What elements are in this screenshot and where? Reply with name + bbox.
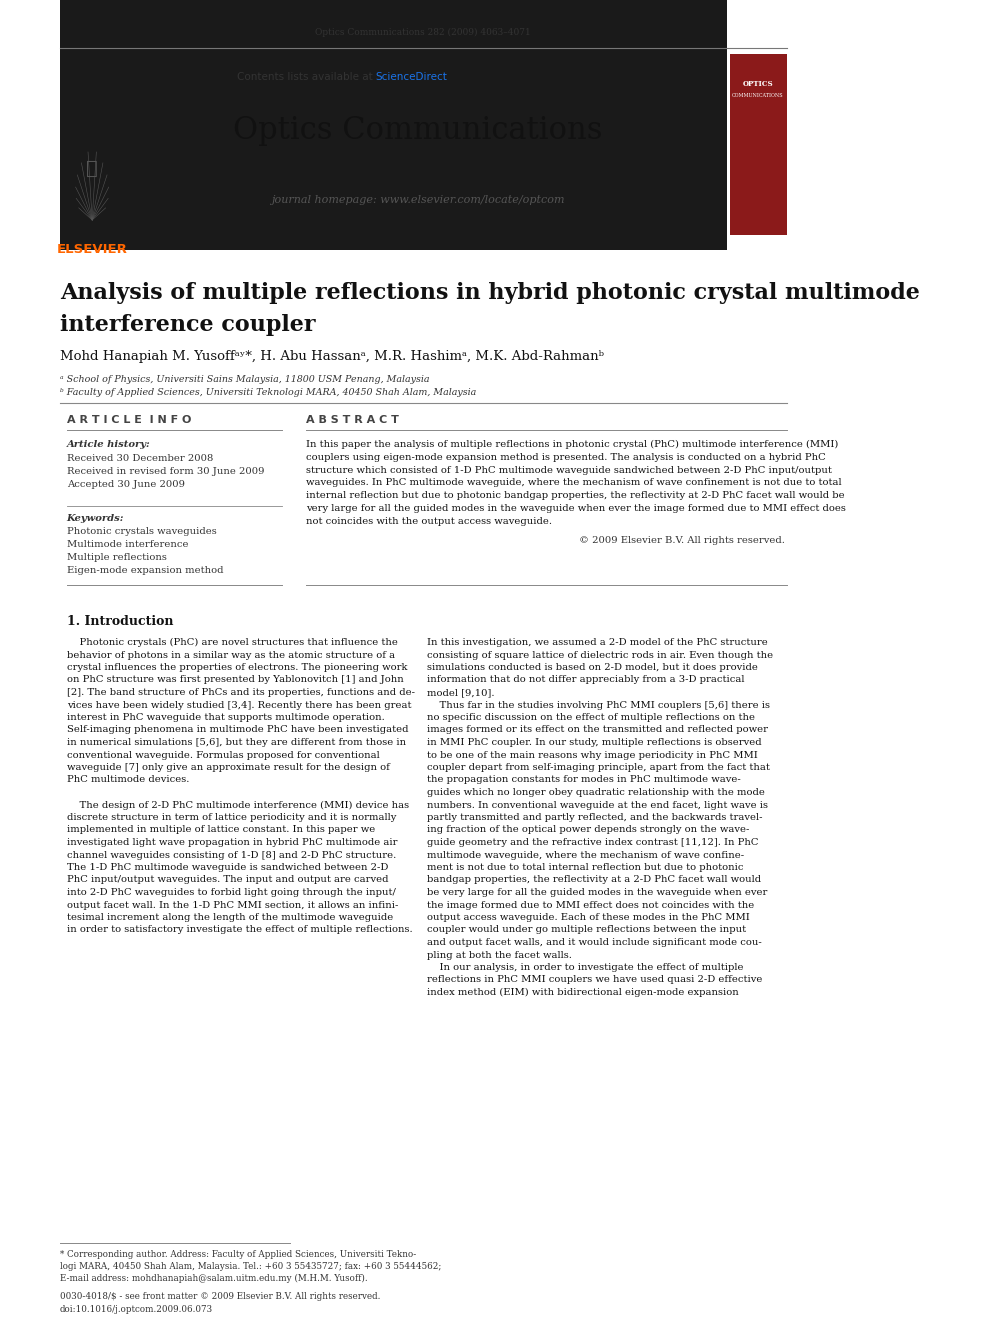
Text: Photonic crystals waveguides: Photonic crystals waveguides xyxy=(66,527,216,536)
Text: The design of 2-D PhC multimode interference (MMI) device has: The design of 2-D PhC multimode interfer… xyxy=(66,800,409,810)
Text: logi MARA, 40450 Shah Alam, Malaysia. Tel.: +60 3 55435727; fax: +60 3 55444562;: logi MARA, 40450 Shah Alam, Malaysia. Te… xyxy=(60,1262,441,1271)
Text: in MMI PhC coupler. In our study, multiple reflections is observed: in MMI PhC coupler. In our study, multip… xyxy=(427,738,762,747)
Text: In our analysis, in order to investigate the effect of multiple: In our analysis, in order to investigate… xyxy=(427,963,743,972)
Text: bandgap properties, the reflectivity at a 2-D PhC facet wall would: bandgap properties, the reflectivity at … xyxy=(427,876,761,885)
Text: in numerical simulations [5,6], but they are different from those in: in numerical simulations [5,6], but they… xyxy=(66,738,406,747)
Text: images formed or its effect on the transmitted and reflected power: images formed or its effect on the trans… xyxy=(427,725,768,734)
Text: crystal influences the properties of electrons. The pioneering work: crystal influences the properties of ele… xyxy=(66,663,407,672)
Text: Optics Communications: Optics Communications xyxy=(233,115,603,146)
Text: internal reflection but due to photonic bandgap properties, the reflectivity at : internal reflection but due to photonic … xyxy=(306,491,844,500)
Text: Photonic crystals (PhC) are novel structures that influence the: Photonic crystals (PhC) are novel struct… xyxy=(66,638,398,647)
Text: Contents lists available at: Contents lists available at xyxy=(236,71,376,82)
Text: ᵃ School of Physics, Universiti Sains Malaysia, 11800 USM Penang, Malaysia: ᵃ School of Physics, Universiti Sains Ma… xyxy=(60,374,430,384)
Text: ing fraction of the optical power depends strongly on the wave-: ing fraction of the optical power depend… xyxy=(427,826,749,835)
Text: consisting of square lattice of dielectric rods in air. Even though the: consisting of square lattice of dielectr… xyxy=(427,651,773,659)
Text: © 2009 Elsevier B.V. All rights reserved.: © 2009 Elsevier B.V. All rights reserved… xyxy=(579,536,786,545)
Text: coupler depart from self-imaging principle, apart from the fact that: coupler depart from self-imaging princip… xyxy=(427,763,770,773)
Text: A B S T R A C T: A B S T R A C T xyxy=(306,415,399,425)
Text: be very large for all the guided modes in the waveguide when ever: be very large for all the guided modes i… xyxy=(427,888,767,897)
Text: simulations conducted is based on 2-D model, but it does provide: simulations conducted is based on 2-D mo… xyxy=(427,663,758,672)
Text: no specific discussion on the effect of multiple reflections on the: no specific discussion on the effect of … xyxy=(427,713,755,722)
Text: PhC input/output waveguides. The input and output are carved: PhC input/output waveguides. The input a… xyxy=(66,876,388,885)
Text: Accepted 30 June 2009: Accepted 30 June 2009 xyxy=(66,480,185,490)
Text: 🌿: 🌿 xyxy=(86,159,98,177)
Text: reflections in PhC MMI couplers we have used quasi 2-D effective: reflections in PhC MMI couplers we have … xyxy=(427,975,762,984)
Text: the image formed due to MMI effect does not coincides with the: the image formed due to MMI effect does … xyxy=(427,901,754,909)
Text: guides which no longer obey quadratic relationship with the mode: guides which no longer obey quadratic re… xyxy=(427,789,765,796)
Text: Received in revised form 30 June 2009: Received in revised form 30 June 2009 xyxy=(66,467,264,476)
Text: to be one of the main reasons why image periodicity in PhC MMI: to be one of the main reasons why image … xyxy=(427,750,758,759)
Text: not coincides with the output access waveguide.: not coincides with the output access wav… xyxy=(306,517,552,525)
Text: Analysis of multiple reflections in hybrid photonic crystal multimode: Analysis of multiple reflections in hybr… xyxy=(60,282,920,304)
Text: into 2-D PhC waveguides to forbid light going through the input/: into 2-D PhC waveguides to forbid light … xyxy=(66,888,396,897)
Text: coupler would under go multiple reflections between the input: coupler would under go multiple reflecti… xyxy=(427,926,746,934)
Text: The 1-D PhC multimode waveguide is sandwiched between 2-D: The 1-D PhC multimode waveguide is sandw… xyxy=(66,863,388,872)
Text: journal homepage: www.elsevier.com/locate/optcom: journal homepage: www.elsevier.com/locat… xyxy=(272,194,565,205)
Text: Keywords:: Keywords: xyxy=(66,515,124,523)
FancyBboxPatch shape xyxy=(730,54,787,235)
Text: structure which consisted of 1-D PhC multimode waveguide sandwiched between 2-D : structure which consisted of 1-D PhC mul… xyxy=(306,466,831,475)
Text: Received 30 December 2008: Received 30 December 2008 xyxy=(66,454,213,463)
FancyBboxPatch shape xyxy=(60,50,727,235)
Text: vices have been widely studied [3,4]. Recently there has been great: vices have been widely studied [3,4]. Re… xyxy=(66,700,411,709)
Text: index method (EIM) with bidirectional eigen-mode expansion: index method (EIM) with bidirectional ei… xyxy=(427,988,738,998)
Text: A R T I C L E  I N F O: A R T I C L E I N F O xyxy=(66,415,190,425)
Text: ScienceDirect: ScienceDirect xyxy=(376,71,447,82)
Text: in order to satisfactory investigate the effect of multiple reflections.: in order to satisfactory investigate the… xyxy=(66,926,413,934)
Text: [2]. The band structure of PhCs and its properties, functions and de-: [2]. The band structure of PhCs and its … xyxy=(66,688,415,697)
Text: Multimode interference: Multimode interference xyxy=(66,540,188,549)
Text: interest in PhC waveguide that supports multimode operation.: interest in PhC waveguide that supports … xyxy=(66,713,384,722)
Text: In this investigation, we assumed a 2-D model of the PhC structure: In this investigation, we assumed a 2-D … xyxy=(427,638,768,647)
Text: output facet wall. In the 1-D PhC MMI section, it allows an infini-: output facet wall. In the 1-D PhC MMI se… xyxy=(66,901,398,909)
Text: model [9,10].: model [9,10]. xyxy=(427,688,494,697)
Text: Optics Communications 282 (2009) 4063–4071: Optics Communications 282 (2009) 4063–40… xyxy=(315,28,531,37)
Text: PhC multimode devices.: PhC multimode devices. xyxy=(66,775,188,785)
Text: conventional waveguide. Formulas proposed for conventional: conventional waveguide. Formulas propose… xyxy=(66,750,379,759)
Text: numbers. In conventional waveguide at the end facet, light wave is: numbers. In conventional waveguide at th… xyxy=(427,800,768,810)
Text: information that do not differ appreciably from a 3-D practical: information that do not differ appreciab… xyxy=(427,676,744,684)
Text: couplers using eigen-mode expansion method is presented. The analysis is conduct: couplers using eigen-mode expansion meth… xyxy=(306,452,825,462)
Text: doi:10.1016/j.optcom.2009.06.073: doi:10.1016/j.optcom.2009.06.073 xyxy=(60,1304,213,1314)
Text: 1. Introduction: 1. Introduction xyxy=(66,615,173,628)
Text: In this paper the analysis of multiple reflections in photonic crystal (PhC) mul: In this paper the analysis of multiple r… xyxy=(306,441,838,448)
Text: waveguide [7] only give an approximate result for the design of: waveguide [7] only give an approximate r… xyxy=(66,763,390,773)
Text: investigated light wave propagation in hybrid PhC multimode air: investigated light wave propagation in h… xyxy=(66,837,397,847)
Text: 0030-4018/$ - see front matter © 2009 Elsevier B.V. All rights reserved.: 0030-4018/$ - see front matter © 2009 El… xyxy=(60,1293,380,1301)
FancyBboxPatch shape xyxy=(61,54,124,235)
Text: pling at both the facet walls.: pling at both the facet walls. xyxy=(427,950,571,959)
Text: ELSEVIER: ELSEVIER xyxy=(57,243,128,255)
Text: partly transmitted and partly reflected, and the backwards travel-: partly transmitted and partly reflected,… xyxy=(427,814,762,822)
Text: Eigen-mode expansion method: Eigen-mode expansion method xyxy=(66,566,223,576)
Text: discrete structure in term of lattice periodicity and it is normally: discrete structure in term of lattice pe… xyxy=(66,814,396,822)
Text: guide geometry and the refractive index contrast [11,12]. In PhC: guide geometry and the refractive index … xyxy=(427,837,758,847)
Text: interference coupler: interference coupler xyxy=(60,314,315,336)
Text: COMMUNICATIONS: COMMUNICATIONS xyxy=(732,93,784,98)
FancyBboxPatch shape xyxy=(60,0,727,250)
Text: Mohd Hanapiah M. Yusoffᵃʸ*, H. Abu Hassanᵃ, M.R. Hashimᵃ, M.K. Abd-Rahmanᵇ: Mohd Hanapiah M. Yusoffᵃʸ*, H. Abu Hassa… xyxy=(60,351,604,363)
Text: on PhC structure was first presented by Yablonovitch [1] and John: on PhC structure was first presented by … xyxy=(66,676,404,684)
Text: channel waveguides consisting of 1-D [8] and 2-D PhC structure.: channel waveguides consisting of 1-D [8]… xyxy=(66,851,396,860)
Text: the propagation constants for modes in PhC multimode wave-: the propagation constants for modes in P… xyxy=(427,775,740,785)
Text: output access waveguide. Each of these modes in the PhC MMI: output access waveguide. Each of these m… xyxy=(427,913,750,922)
Text: behavior of photons in a similar way as the atomic structure of a: behavior of photons in a similar way as … xyxy=(66,651,395,659)
Text: ᵇ Faculty of Applied Sciences, Universiti Teknologi MARA, 40450 Shah Alam, Malay: ᵇ Faculty of Applied Sciences, Universit… xyxy=(60,388,476,397)
Text: waveguides. In PhC multimode waveguide, where the mechanism of wave confinement : waveguides. In PhC multimode waveguide, … xyxy=(306,479,841,487)
Text: multimode waveguide, where the mechanism of wave confine-: multimode waveguide, where the mechanism… xyxy=(427,851,744,860)
Text: ment is not due to total internal reflection but due to photonic: ment is not due to total internal reflec… xyxy=(427,863,743,872)
Text: Thus far in the studies involving PhC MMI couplers [5,6] there is: Thus far in the studies involving PhC MM… xyxy=(427,700,770,709)
Text: Multiple reflections: Multiple reflections xyxy=(66,553,167,562)
Text: E-mail address: mohdhanapiah@salam.uitm.edu.my (M.H.M. Yusoff).: E-mail address: mohdhanapiah@salam.uitm.… xyxy=(60,1274,367,1283)
Text: and output facet walls, and it would include significant mode cou-: and output facet walls, and it would inc… xyxy=(427,938,762,947)
Text: * Corresponding author. Address: Faculty of Applied Sciences, Universiti Tekno-: * Corresponding author. Address: Faculty… xyxy=(60,1250,416,1259)
Text: Self-imaging phenomena in multimode PhC have been investigated: Self-imaging phenomena in multimode PhC … xyxy=(66,725,408,734)
Text: implemented in multiple of lattice constant. In this paper we: implemented in multiple of lattice const… xyxy=(66,826,375,835)
Text: tesimal increment along the length of the multimode waveguide: tesimal increment along the length of th… xyxy=(66,913,393,922)
Text: very large for all the guided modes in the waveguide when ever the image formed : very large for all the guided modes in t… xyxy=(306,504,845,513)
Text: OPTICS: OPTICS xyxy=(743,79,773,89)
Text: Article history:: Article history: xyxy=(66,441,151,448)
